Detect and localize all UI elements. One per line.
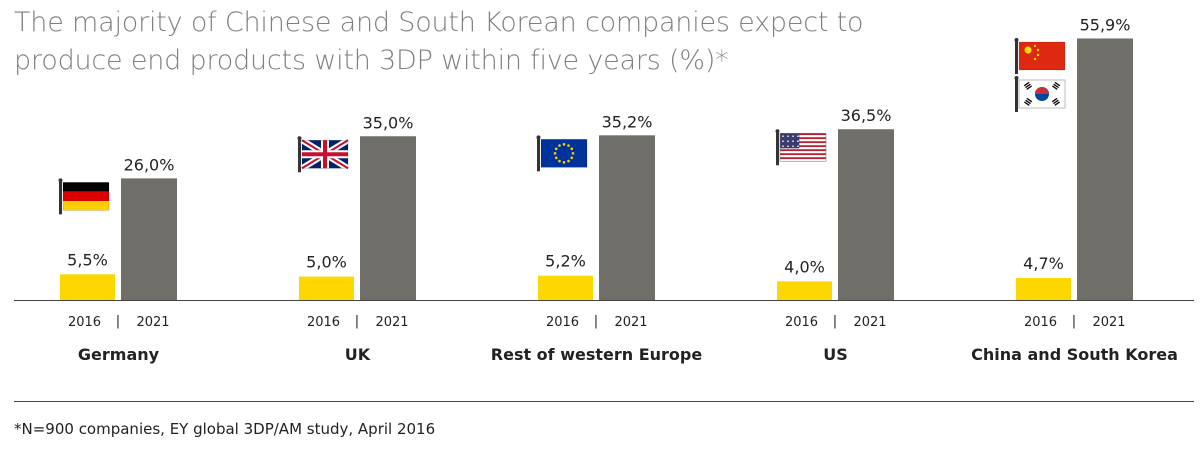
data-label-2021: 35,2% bbox=[602, 112, 653, 131]
south-korea-flag-icon bbox=[1014, 76, 1066, 112]
bar-2021 bbox=[1077, 38, 1133, 300]
x-tick-separator: | bbox=[355, 314, 359, 329]
category-label: Rest of western Europe bbox=[491, 345, 703, 364]
x-tick-separator: | bbox=[833, 314, 837, 329]
data-label-2021: 55,9% bbox=[1080, 15, 1131, 34]
x-tick-label-2021: 2021 bbox=[375, 315, 408, 330]
data-label-2016: 5,0% bbox=[306, 253, 347, 272]
bar-2016 bbox=[777, 281, 832, 300]
bar-2016 bbox=[299, 276, 354, 300]
x-tick-label-2021: 2021 bbox=[853, 315, 886, 330]
bar-2021 bbox=[838, 129, 894, 300]
footnote: *N=900 companies, EY global 3DP/AM study… bbox=[14, 420, 436, 438]
x-tick-label-2021: 2021 bbox=[136, 315, 169, 330]
x-tick-label-2021: 2021 bbox=[1092, 315, 1125, 330]
x-tick-separator: | bbox=[594, 314, 598, 329]
x-tick-label-2016: 2016 bbox=[1024, 315, 1057, 330]
uk-flag-icon bbox=[297, 136, 350, 173]
chart-title: The majority of Chinese and South Korean… bbox=[14, 4, 914, 80]
bar-2021 bbox=[121, 178, 177, 300]
category-label: Germany bbox=[78, 345, 160, 364]
data-label-2021: 36,5% bbox=[841, 106, 892, 125]
chart-title-line-2: produce end products with 3DP within fiv… bbox=[14, 45, 729, 76]
data-label-2016: 5,2% bbox=[545, 252, 586, 271]
eu-flag-icon bbox=[536, 135, 588, 172]
bar-2016 bbox=[60, 274, 115, 300]
us-flag-icon bbox=[775, 129, 827, 166]
germany-flag-icon bbox=[58, 178, 110, 215]
bar-2021 bbox=[599, 135, 655, 300]
category-label: UK bbox=[345, 345, 371, 364]
category-label: China and South Korea bbox=[971, 345, 1178, 364]
data-label-2016: 4,0% bbox=[784, 257, 825, 276]
bar-2016 bbox=[538, 275, 593, 300]
bar-2021 bbox=[360, 136, 416, 300]
china-flag-icon bbox=[1014, 38, 1066, 74]
x-tick-label-2016: 2016 bbox=[307, 315, 340, 330]
bar-chart: 5,5% 26,0% 2016 | 2021 Germany 5,0% 35,0% 2016 | 2… bbox=[14, 15, 1194, 364]
x-tick-label-2021: 2021 bbox=[614, 315, 647, 330]
footnote-divider bbox=[14, 401, 1194, 402]
chart-title-line-1: The majority of Chinese and South Korean… bbox=[14, 7, 864, 38]
x-tick-label-2016: 2016 bbox=[68, 315, 101, 330]
bar-2016 bbox=[1016, 278, 1071, 300]
category-label: US bbox=[823, 345, 848, 364]
data-label-2021: 26,0% bbox=[124, 155, 175, 174]
data-label-2021: 35,0% bbox=[363, 113, 414, 132]
x-tick-separator: | bbox=[1072, 314, 1076, 329]
x-tick-separator: | bbox=[116, 314, 120, 329]
data-label-2016: 4,7% bbox=[1023, 254, 1064, 273]
x-tick-label-2016: 2016 bbox=[546, 315, 579, 330]
x-tick-label-2016: 2016 bbox=[785, 315, 818, 330]
data-label-2016: 5,5% bbox=[67, 250, 108, 269]
